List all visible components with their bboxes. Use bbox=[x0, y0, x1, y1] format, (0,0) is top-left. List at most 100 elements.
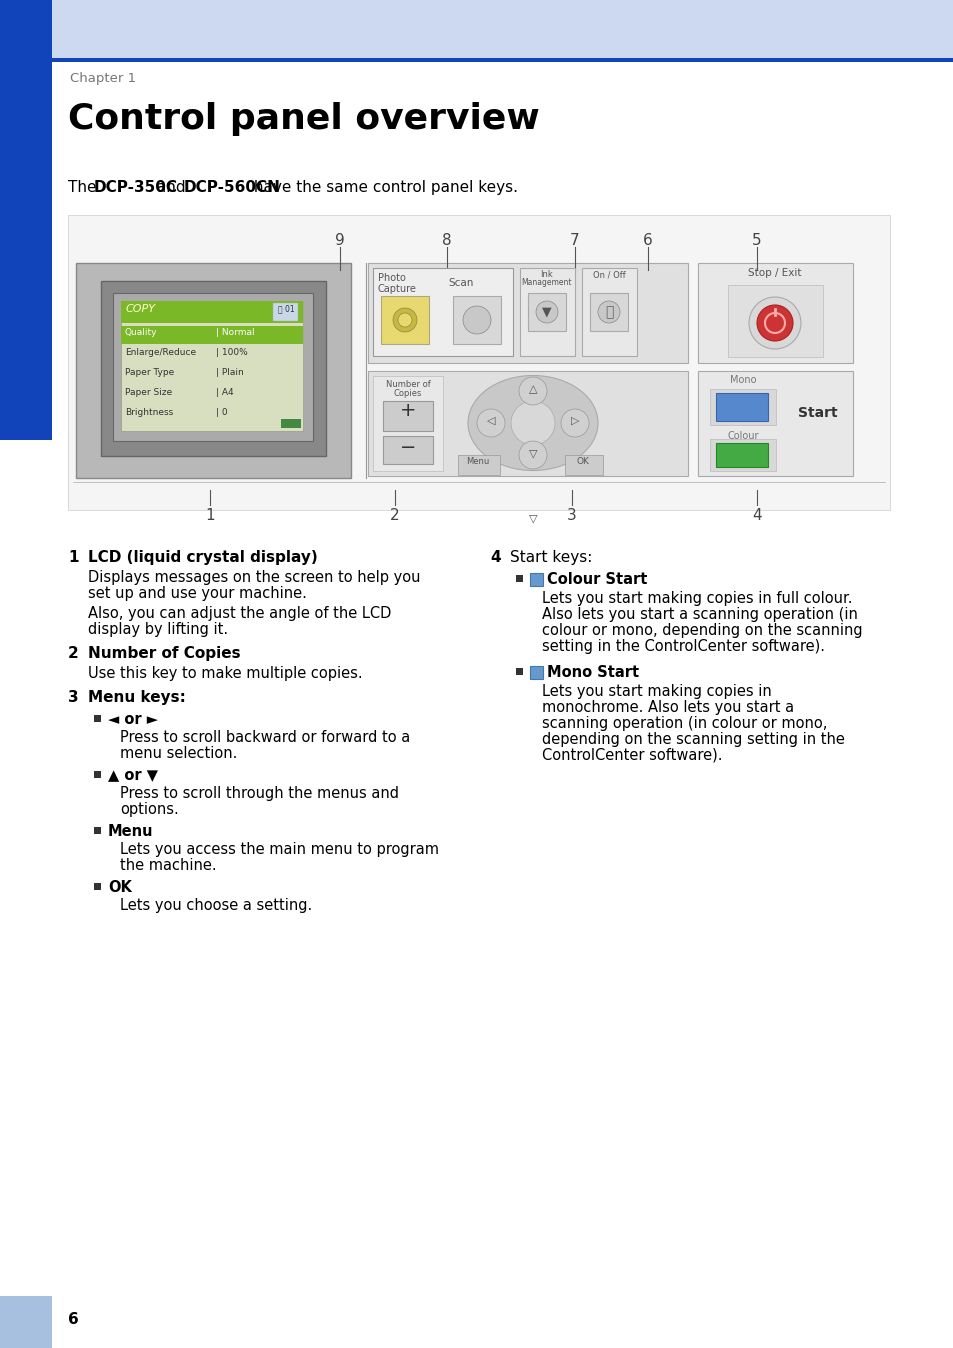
Text: 5: 5 bbox=[751, 233, 761, 248]
Text: −: − bbox=[399, 438, 416, 457]
Bar bbox=[581, 268, 637, 356]
Text: Quality: Quality bbox=[125, 328, 157, 337]
Bar bbox=[373, 268, 513, 356]
Text: Displays messages on the screen to help you: Displays messages on the screen to help … bbox=[88, 570, 420, 585]
Text: scanning operation (in colour or mono,: scanning operation (in colour or mono, bbox=[541, 716, 826, 731]
Bar bbox=[101, 280, 326, 456]
Text: Brightness: Brightness bbox=[125, 408, 173, 417]
Bar bbox=[121, 326, 303, 344]
Bar bbox=[589, 293, 627, 332]
Text: 3: 3 bbox=[566, 508, 577, 523]
Bar bbox=[368, 371, 687, 476]
Text: ▷: ▷ bbox=[570, 417, 578, 426]
Circle shape bbox=[598, 301, 619, 324]
Text: ControlCenter software).: ControlCenter software). bbox=[541, 748, 721, 763]
Text: 1: 1 bbox=[68, 550, 78, 565]
Text: have the same control panel keys.: have the same control panel keys. bbox=[249, 181, 517, 195]
Text: ▽: ▽ bbox=[528, 514, 537, 523]
Text: display by lifting it.: display by lifting it. bbox=[88, 621, 228, 638]
Circle shape bbox=[462, 306, 491, 334]
Text: Chapter 1: Chapter 1 bbox=[70, 71, 136, 85]
Text: Also, you can adjust the angle of the LCD: Also, you can adjust the angle of the LC… bbox=[88, 607, 391, 621]
Bar bbox=[709, 439, 775, 470]
Text: ▲ or ▼: ▲ or ▼ bbox=[108, 768, 158, 783]
Text: 6: 6 bbox=[642, 233, 652, 248]
Bar bbox=[68, 214, 889, 510]
Bar bbox=[94, 828, 101, 834]
Bar bbox=[727, 284, 822, 357]
Text: ▼: ▼ bbox=[541, 305, 551, 318]
Text: 2: 2 bbox=[68, 646, 79, 661]
Circle shape bbox=[560, 408, 588, 437]
Bar bbox=[0, 1295, 52, 1348]
Text: ⎙ 01: ⎙ 01 bbox=[277, 305, 294, 313]
Bar bbox=[0, 0, 52, 439]
Text: options.: options. bbox=[120, 802, 178, 817]
Bar bbox=[716, 394, 767, 421]
Text: Number of Copies: Number of Copies bbox=[88, 646, 240, 661]
Bar bbox=[368, 263, 687, 363]
Text: 8: 8 bbox=[442, 233, 452, 248]
Text: ▽: ▽ bbox=[528, 448, 537, 458]
Bar bbox=[76, 263, 351, 479]
Bar bbox=[457, 456, 499, 474]
Text: | 0: | 0 bbox=[215, 408, 228, 417]
Text: and: and bbox=[152, 181, 190, 195]
Bar bbox=[716, 443, 767, 466]
Text: Paper Size: Paper Size bbox=[125, 388, 172, 398]
Text: monochrome. Also lets you start a: monochrome. Also lets you start a bbox=[541, 700, 793, 714]
Text: The: The bbox=[68, 181, 101, 195]
Text: Use this key to make multiple copies.: Use this key to make multiple copies. bbox=[88, 666, 362, 681]
Text: | Normal: | Normal bbox=[215, 328, 254, 337]
Bar bbox=[382, 400, 433, 431]
Text: OK: OK bbox=[576, 457, 589, 466]
Text: Scan: Scan bbox=[448, 278, 473, 288]
Bar bbox=[112, 293, 313, 441]
Bar bbox=[373, 376, 442, 470]
Circle shape bbox=[757, 305, 792, 341]
Text: set up and use your machine.: set up and use your machine. bbox=[88, 586, 307, 601]
Bar bbox=[698, 263, 852, 363]
Text: 2: 2 bbox=[390, 508, 399, 523]
Bar bbox=[516, 669, 522, 675]
Text: Photo: Photo bbox=[377, 274, 405, 283]
Text: ⏻: ⏻ bbox=[604, 305, 613, 319]
Text: 9: 9 bbox=[335, 233, 345, 248]
Text: DCP-560CN: DCP-560CN bbox=[184, 181, 281, 195]
Text: △: △ bbox=[528, 384, 537, 394]
Text: Capture: Capture bbox=[377, 284, 416, 294]
Bar bbox=[94, 883, 101, 890]
Text: Menu: Menu bbox=[466, 457, 489, 466]
Bar bbox=[0, 58, 953, 62]
Text: Lets you start making copies in: Lets you start making copies in bbox=[541, 683, 771, 700]
Text: Colour Start: Colour Start bbox=[546, 572, 647, 586]
Text: Mono: Mono bbox=[729, 375, 756, 386]
Text: colour or mono, depending on the scanning: colour or mono, depending on the scannin… bbox=[541, 623, 862, 638]
Bar bbox=[527, 293, 565, 332]
Text: DCP-350C: DCP-350C bbox=[94, 181, 178, 195]
Text: On / Off: On / Off bbox=[592, 270, 625, 279]
Circle shape bbox=[748, 297, 801, 349]
Text: Press to scroll through the menus and: Press to scroll through the menus and bbox=[120, 786, 398, 801]
Text: Management: Management bbox=[521, 278, 572, 287]
Bar bbox=[698, 371, 852, 476]
Text: ◁: ◁ bbox=[486, 417, 495, 426]
Ellipse shape bbox=[468, 376, 598, 470]
Text: Lets you choose a setting.: Lets you choose a setting. bbox=[120, 898, 312, 913]
Text: 3: 3 bbox=[68, 690, 78, 705]
Text: OK: OK bbox=[108, 880, 132, 895]
Text: Start: Start bbox=[798, 406, 837, 421]
Bar bbox=[530, 573, 542, 586]
Text: Stop / Exit: Stop / Exit bbox=[747, 268, 801, 278]
Text: Also lets you start a scanning operation (in: Also lets you start a scanning operation… bbox=[541, 607, 857, 621]
Circle shape bbox=[536, 301, 558, 324]
Text: setting in the ControlCenter software).: setting in the ControlCenter software). bbox=[541, 639, 824, 654]
Circle shape bbox=[476, 408, 504, 437]
Bar bbox=[94, 714, 101, 723]
Text: Enlarge/Reduce: Enlarge/Reduce bbox=[125, 348, 196, 357]
Text: Lets you access the main menu to program: Lets you access the main menu to program bbox=[120, 842, 438, 857]
Text: Menu keys:: Menu keys: bbox=[88, 690, 186, 705]
Circle shape bbox=[397, 313, 412, 328]
Text: 6: 6 bbox=[68, 1312, 79, 1326]
Text: Copies: Copies bbox=[394, 390, 422, 398]
